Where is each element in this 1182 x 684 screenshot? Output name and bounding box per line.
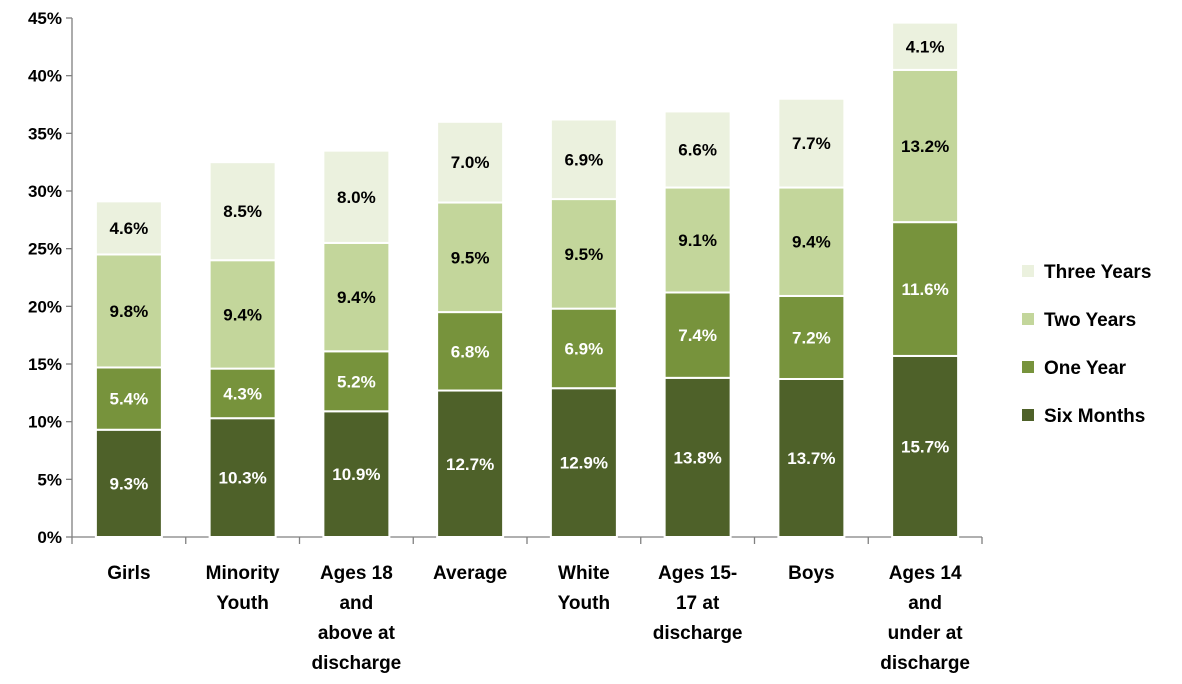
data-label: 7.2% — [792, 328, 831, 347]
bar-segment-three-years — [208, 161, 277, 262]
bar-segment-two-years — [777, 186, 846, 297]
category-label: Boys — [788, 563, 834, 584]
bar-segment-six-months — [663, 376, 732, 538]
data-label: 7.7% — [792, 134, 831, 153]
bar-segment-six-months — [94, 428, 163, 538]
y-tick-label: 35% — [28, 124, 62, 143]
data-label: 8.5% — [223, 202, 262, 221]
data-label: 12.7% — [446, 455, 494, 474]
y-tick-label: 20% — [28, 297, 62, 316]
legend-label: Three Years — [1044, 262, 1151, 283]
data-label: 7.4% — [678, 326, 717, 345]
legend: Three Years Two Years One Year Six Months — [1022, 262, 1151, 427]
y-tick-label: 30% — [28, 182, 62, 201]
y-tick-label: 5% — [37, 470, 62, 489]
data-label: 15.7% — [901, 437, 949, 456]
bar-segment-two-years — [891, 68, 960, 224]
data-label: 12.9% — [560, 454, 608, 473]
data-label: 9.4% — [337, 288, 376, 307]
data-labels: 9.3% 5.4% 9.8% 4.6% 10.3% 4.3% 9.4% 8.5% 10.9% 5.… — [110, 37, 950, 493]
legend-swatch — [1022, 409, 1034, 421]
data-label: 13.8% — [674, 448, 722, 467]
y-tick-label: 0% — [37, 528, 62, 547]
legend-swatch — [1022, 265, 1034, 277]
bars — [94, 21, 960, 539]
bar-segment-three-years — [549, 118, 618, 201]
y-tick-label: 40% — [28, 67, 62, 86]
bar-segment-three-years — [891, 21, 960, 71]
data-label: 9.1% — [678, 231, 717, 250]
data-label: 9.3% — [110, 474, 149, 493]
legend-label: Six Months — [1044, 406, 1145, 427]
category-label: Girls — [107, 563, 150, 584]
data-label: 4.1% — [906, 37, 945, 56]
bar-segment-six-months — [208, 417, 277, 538]
bar-segment-one-year — [891, 221, 960, 357]
category-label: Ages 14 and under at discharge — [880, 563, 970, 674]
category-label: Average — [433, 563, 507, 584]
bar-segment-two-years — [663, 186, 732, 294]
bar-segment-three-years — [663, 110, 732, 189]
category-label: Ages 15-17 at discharge — [653, 563, 743, 644]
data-label: 9.4% — [792, 233, 831, 252]
y-tick-label: 15% — [28, 355, 62, 374]
data-label: 6.8% — [451, 342, 490, 361]
category-label: Ages 18 and above at discharge — [311, 563, 401, 674]
bar-segment-two-years — [94, 253, 163, 369]
data-label: 6.9% — [565, 339, 604, 358]
legend-swatch — [1022, 313, 1034, 325]
data-label: 7.0% — [451, 153, 490, 172]
legend-label: Two Years — [1044, 310, 1136, 331]
bar-segment-three-years — [777, 97, 846, 189]
data-label: 8.0% — [337, 188, 376, 207]
data-label: 4.6% — [110, 219, 149, 238]
data-label: 4.3% — [223, 384, 262, 403]
data-label: 13.2% — [901, 137, 949, 156]
data-label: 9.5% — [565, 245, 604, 264]
data-label: 6.6% — [678, 140, 717, 159]
legend-swatch — [1022, 361, 1034, 373]
data-label: 10.9% — [332, 465, 380, 484]
bar-segment-one-year — [549, 307, 618, 390]
bar-segment-three-years — [322, 149, 391, 244]
category-label: Minority Youth — [206, 563, 280, 614]
bar-segment-one-year — [436, 311, 505, 392]
bar-segment-six-months — [891, 354, 960, 538]
bar-segment-one-year — [322, 350, 391, 413]
y-tick-label: 10% — [28, 413, 62, 432]
bar-segment-three-years — [94, 200, 163, 256]
bar-segment-two-years — [208, 259, 277, 370]
category-labels: Girls Minority Youth Ages 18 and above at disc… — [107, 563, 970, 674]
data-label: 5.4% — [110, 390, 149, 409]
data-label: 11.6% — [901, 280, 948, 299]
bar-segment-six-months — [777, 377, 846, 539]
bar-segment-one-year — [777, 294, 846, 380]
bar-segment-three-years — [436, 120, 505, 204]
category-label: White Youth — [558, 563, 610, 614]
y-tick-label: 25% — [28, 240, 62, 259]
data-label: 10.3% — [219, 469, 267, 488]
data-label: 5.2% — [337, 372, 376, 391]
data-label: 9.5% — [451, 248, 490, 267]
legend-label: One Year — [1044, 358, 1127, 379]
data-label: 13.7% — [787, 449, 835, 468]
bar-segment-two-years — [322, 241, 391, 353]
bar-segment-six-months — [322, 410, 391, 538]
y-tick-label: 45% — [28, 9, 62, 28]
data-label: 6.9% — [565, 150, 604, 169]
data-label: 9.4% — [223, 305, 262, 324]
data-label: 9.8% — [110, 302, 149, 321]
